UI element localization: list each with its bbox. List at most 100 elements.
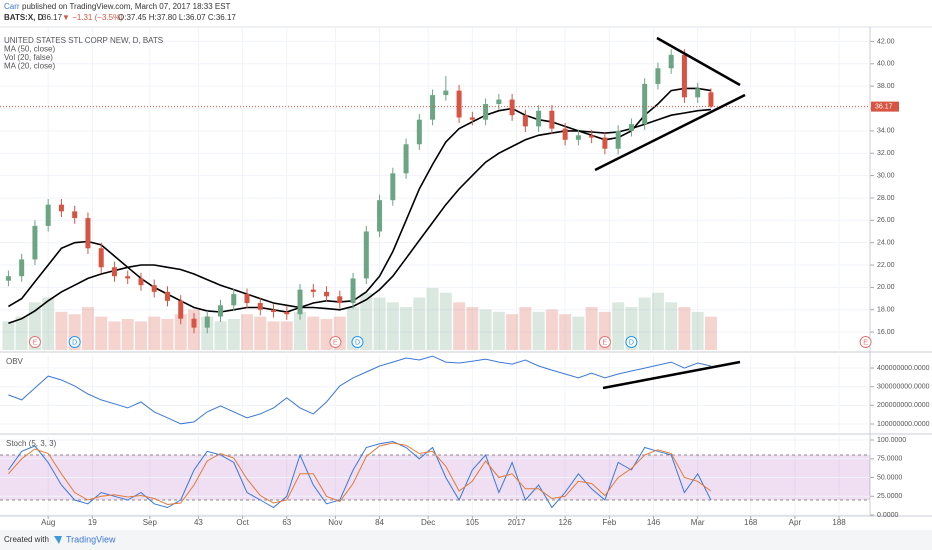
volume-bar <box>174 314 187 350</box>
volume-bar <box>439 292 452 350</box>
volume-bar <box>638 297 651 350</box>
volume-bar <box>15 316 28 350</box>
x-tick-label: 126 <box>558 518 572 527</box>
published: published on TradingView.com, March 07, … <box>22 2 231 11</box>
last-price-label: 36.17 <box>875 103 893 110</box>
trend-line <box>594 93 746 172</box>
volume-bar <box>148 316 161 350</box>
candle-body <box>45 204 51 226</box>
candle-body <box>469 117 475 120</box>
footer-brand[interactable]: TradingView <box>66 534 116 544</box>
x-tick-label: 146 <box>647 518 661 527</box>
candle-body <box>151 285 157 292</box>
volume-bar <box>466 307 479 350</box>
y-tick-label: 28.00 <box>877 195 895 202</box>
x-tick-label: 43 <box>194 518 203 527</box>
volume-bar <box>81 307 94 350</box>
volume-bar <box>665 302 678 350</box>
y-tick-label: 75.0000 <box>877 456 902 463</box>
candle-body <box>575 135 581 140</box>
x-tick-label: Oct <box>236 518 249 527</box>
x-tick-label: Sep <box>143 518 158 527</box>
event-label: D <box>72 339 77 346</box>
volume-bar <box>651 292 664 350</box>
y-tick-label: 30.00 <box>877 172 895 179</box>
volume-bar <box>307 316 320 350</box>
volume-bar <box>704 316 717 350</box>
candle-body <box>138 278 144 286</box>
y-tick-label: 100000000.0000 <box>877 421 930 428</box>
volume-bar <box>572 316 585 350</box>
author[interactable]: Carr <box>4 2 20 11</box>
x-tick-label: 84 <box>375 518 384 527</box>
candle-body <box>324 291 330 297</box>
volume-bar <box>241 314 254 350</box>
pane-title: OBV <box>6 357 24 366</box>
y-tick-label: 50.0000 <box>877 474 902 481</box>
candle-body <box>363 231 369 279</box>
price: 36.17 <box>42 13 63 22</box>
legend-entry: Vol (20, false) <box>4 53 53 62</box>
candle-body <box>111 267 117 277</box>
candle-body <box>297 289 303 315</box>
volume-bar <box>42 297 55 350</box>
y-tick-label: 24.00 <box>877 240 895 247</box>
event-marker <box>598 336 611 348</box>
candle-body <box>191 318 197 328</box>
x-tick-label: Mar <box>691 518 705 527</box>
y-tick-label: 300000000.0000 <box>877 384 930 391</box>
event-marker <box>859 336 872 348</box>
candle-body <box>337 296 343 304</box>
candle-body <box>509 99 515 116</box>
candle-body <box>655 68 661 84</box>
candle-body <box>178 300 184 319</box>
candle-body <box>615 130 621 149</box>
volume-bar <box>280 321 293 350</box>
footer-bar <box>0 530 932 550</box>
volume-bar <box>294 311 307 350</box>
candle-body <box>231 294 237 306</box>
candle-body <box>271 309 277 312</box>
candle-body <box>602 137 608 149</box>
candle-body <box>310 289 316 292</box>
x-tick-label: 105 <box>466 518 480 527</box>
candle-body <box>85 218 91 249</box>
trend-line <box>656 36 741 87</box>
event-label: E <box>33 339 38 346</box>
event-label: E <box>333 339 338 346</box>
candle-body <box>681 54 687 98</box>
footer-created: Created with <box>4 535 49 544</box>
x-tick-label: Aug <box>41 518 55 527</box>
x-tick-label: Apr <box>789 518 802 527</box>
event-marker <box>351 336 364 348</box>
volume-bar <box>386 302 399 350</box>
volume-bar <box>519 307 532 350</box>
candle-body <box>72 211 78 219</box>
volume-bar <box>545 309 558 350</box>
y-tick-label: 42.00 <box>877 38 895 45</box>
candle-body <box>98 248 104 268</box>
x-tick-label: Nov <box>328 518 342 527</box>
volume-bar <box>373 297 386 350</box>
volume-bar <box>201 316 214 350</box>
series-line <box>7 440 712 509</box>
series-line <box>8 442 712 506</box>
candle-body <box>456 90 462 118</box>
y-tick-label: 22.00 <box>877 262 895 269</box>
logo <box>54 536 62 544</box>
volume-bar <box>691 311 704 350</box>
event-label: E <box>863 339 868 346</box>
trend-line <box>602 360 741 390</box>
candle-body <box>218 305 223 317</box>
x-tick-label: 2017 <box>508 518 526 527</box>
y-tick-label: 100.0000 <box>877 437 906 444</box>
legend-entry: MA (50, close) <box>4 45 55 54</box>
symbol: BATS:X, D <box>4 13 44 22</box>
candle-body <box>19 259 25 277</box>
series-line <box>8 355 712 425</box>
candle-body <box>483 104 489 120</box>
ohlc: O:37.45 H:37.80 L:36.07 C:36.17 <box>118 13 236 22</box>
legend-title: UNITED STATES STL CORP NEW, D, BATS <box>4 36 163 45</box>
